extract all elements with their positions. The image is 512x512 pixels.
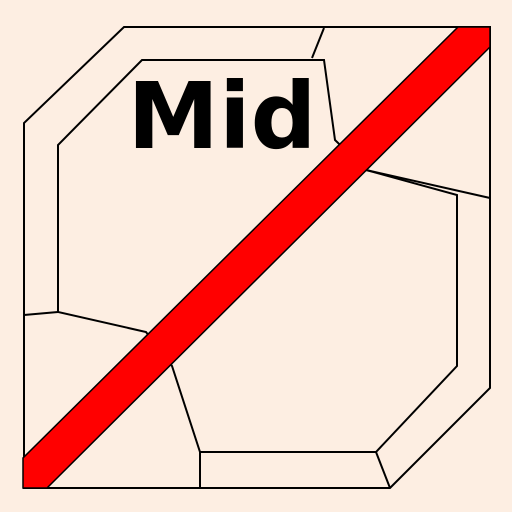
icon-label: Mid [128,63,317,170]
frame-connector-lines [23,27,491,489]
prohibition-slash [22,26,491,489]
